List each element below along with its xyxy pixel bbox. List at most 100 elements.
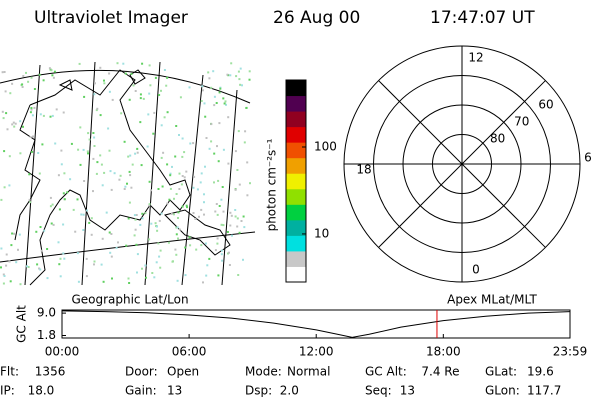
- map-pixel: [130, 72, 133, 75]
- map-pixel: [198, 215, 200, 218]
- map-pixel: [49, 196, 52, 199]
- map-pixel: [218, 122, 221, 125]
- map-pixel: [153, 111, 156, 114]
- map-pixel: [76, 252, 79, 255]
- polar-ring-label: 80: [490, 132, 505, 146]
- map-pixel: [134, 90, 137, 92]
- map-pixel: [242, 258, 244, 261]
- map-pixel: [243, 226, 246, 229]
- colorbar-swatch: [286, 95, 306, 112]
- map-pixel: [188, 86, 191, 89]
- map-pixel: [162, 151, 165, 154]
- map-pixel: [30, 76, 33, 79]
- map-pixel: [148, 180, 151, 183]
- map-pixel: [99, 114, 102, 117]
- polar-mlt-label: 18: [356, 163, 371, 177]
- map-pixel: [216, 237, 219, 240]
- map-pixel: [46, 277, 49, 280]
- map-pixel: [195, 248, 198, 251]
- map-pixel: [18, 233, 21, 236]
- map-pixel: [169, 174, 172, 177]
- map-pixel: [200, 172, 203, 175]
- colorbar-swatch: [286, 204, 306, 221]
- colorbar-swatch: [286, 126, 306, 143]
- info-label: GLon:: [485, 384, 520, 398]
- map-pixel: [58, 263, 61, 266]
- y-tick-label: 1.8: [37, 328, 56, 342]
- info-value: 1356: [35, 365, 66, 379]
- map-pixel: [21, 86, 24, 88]
- map-pixel: [39, 268, 42, 271]
- map-pixel: [133, 234, 136, 237]
- map-pixel: [166, 111, 169, 114]
- colorbar-swatch: [286, 157, 306, 174]
- map-pixel: [188, 236, 191, 239]
- map-pixel: [22, 125, 24, 128]
- map-pixel: [240, 220, 243, 222]
- map-pixel: [96, 161, 99, 164]
- map-pixel: [11, 82, 14, 85]
- map-pixel: [239, 67, 242, 70]
- map-pixel: [176, 226, 179, 229]
- map-pixel: [175, 193, 178, 195]
- map-pixel: [72, 208, 75, 211]
- map-pixel: [229, 211, 232, 214]
- map-pixel: [221, 249, 224, 252]
- map-pixel: [246, 161, 249, 164]
- info-label: Seq:: [365, 384, 392, 398]
- map-pixel: [30, 107, 33, 109]
- map-pixel: [122, 62, 125, 65]
- map-pixel: [125, 244, 128, 247]
- map-pixel: [136, 151, 139, 154]
- map-pixel: [201, 85, 204, 88]
- colorbar-swatch: [286, 266, 306, 283]
- map-pixel: [43, 229, 46, 232]
- map-pixel: [92, 157, 95, 160]
- map-pixel: [235, 75, 238, 78]
- map-pixel: [142, 97, 145, 100]
- map-pixel: [96, 107, 99, 110]
- colorbar-swatch: [286, 111, 306, 128]
- map-pixel: [107, 127, 110, 130]
- map-pixel: [94, 82, 96, 85]
- map-pixel: [86, 150, 89, 153]
- map-pixel: [136, 147, 139, 150]
- map-pixel: [165, 84, 168, 87]
- map-pixel: [217, 160, 220, 163]
- info-value: Open: [167, 365, 199, 379]
- map-pixel: [33, 88, 36, 90]
- map-pixel: [230, 214, 233, 217]
- map-pixel: [223, 102, 226, 105]
- map-pixel: [113, 172, 116, 175]
- map-pixel: [161, 185, 164, 188]
- map-pixel: [183, 176, 186, 179]
- map-pixel: [88, 221, 91, 224]
- map-pixel: [123, 140, 126, 143]
- map-pixel: [160, 89, 162, 92]
- map-pixel: [194, 218, 197, 220]
- colorbar-tick-label: 100: [314, 140, 337, 154]
- map-pixel: [171, 260, 174, 263]
- map-pixel: [214, 210, 217, 213]
- map-pixel: [79, 126, 82, 129]
- info-label: Mode:: [245, 365, 282, 379]
- map-pixel: [128, 201, 131, 204]
- map-pixel: [48, 67, 51, 70]
- map-pixel: [0, 266, 2, 269]
- map-pixel: [11, 232, 14, 235]
- map-pixel: [236, 225, 239, 228]
- map-pixel: [140, 164, 143, 167]
- map-pixel: [177, 211, 180, 214]
- map-pixel: [145, 276, 147, 279]
- map-pixel: [93, 93, 96, 96]
- map-pixel: [154, 76, 157, 79]
- x-tick-label: 00:00: [45, 345, 80, 359]
- map-pixel: [128, 282, 131, 284]
- map-pixel: [136, 253, 139, 256]
- coastline: [14, 69, 191, 286]
- map-pixel: [216, 213, 219, 216]
- map-pixel: [9, 280, 12, 283]
- map-pixel: [85, 275, 88, 278]
- map-pixel: [13, 232, 16, 235]
- info-value: 117.7: [527, 384, 561, 398]
